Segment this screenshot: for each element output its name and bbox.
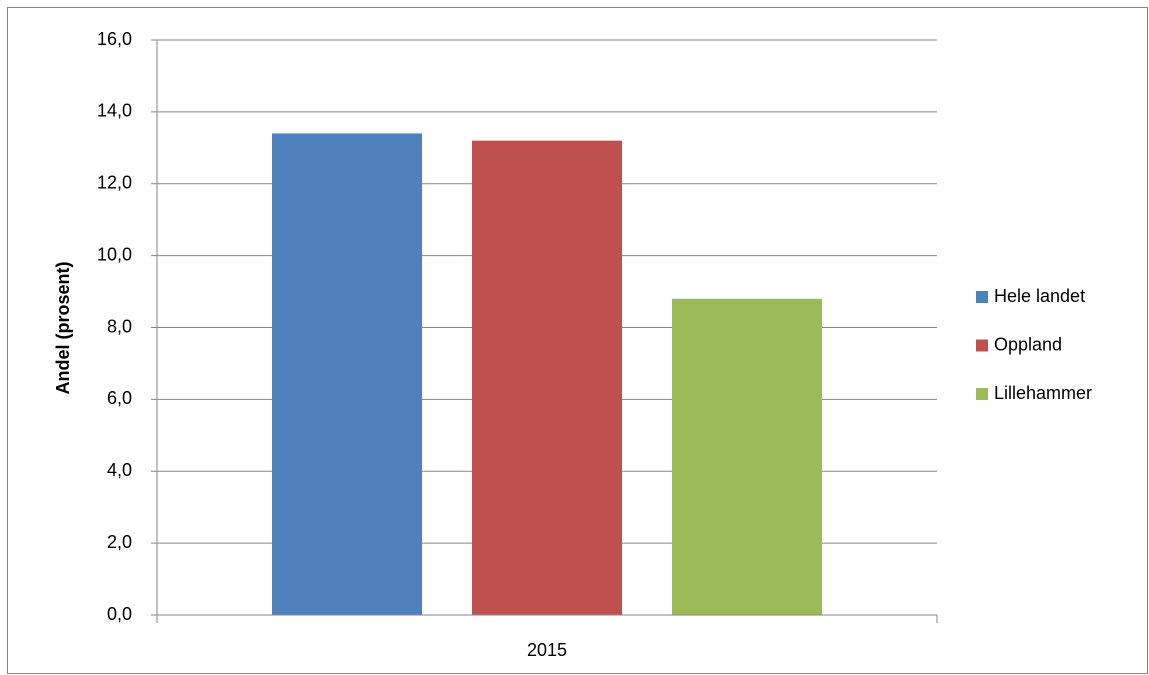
y-tick-label: 12,0 bbox=[97, 173, 132, 193]
y-tick-label: 0,0 bbox=[107, 604, 132, 624]
legend-swatch bbox=[976, 291, 988, 303]
legend-label: Oppland bbox=[994, 334, 1062, 354]
legend-swatch bbox=[976, 388, 988, 400]
y-axis-label: Andel (prosent) bbox=[53, 261, 73, 394]
y-tick-label: 10,0 bbox=[97, 244, 132, 264]
y-tick-label: 4,0 bbox=[107, 460, 132, 480]
legend-label: Lillehammer bbox=[994, 383, 1092, 403]
x-tick-label: 2015 bbox=[527, 640, 567, 660]
bar bbox=[272, 133, 423, 615]
bar bbox=[472, 140, 622, 615]
legend-label: Hele landet bbox=[994, 286, 1085, 306]
y-tick-label: 6,0 bbox=[107, 388, 132, 408]
y-tick-label: 16,0 bbox=[97, 29, 132, 49]
y-tick-label: 14,0 bbox=[97, 101, 132, 121]
y-tick-label: 2,0 bbox=[107, 532, 132, 552]
legend-swatch bbox=[976, 339, 988, 352]
y-tick-label: 8,0 bbox=[107, 316, 132, 336]
bar bbox=[671, 298, 822, 615]
